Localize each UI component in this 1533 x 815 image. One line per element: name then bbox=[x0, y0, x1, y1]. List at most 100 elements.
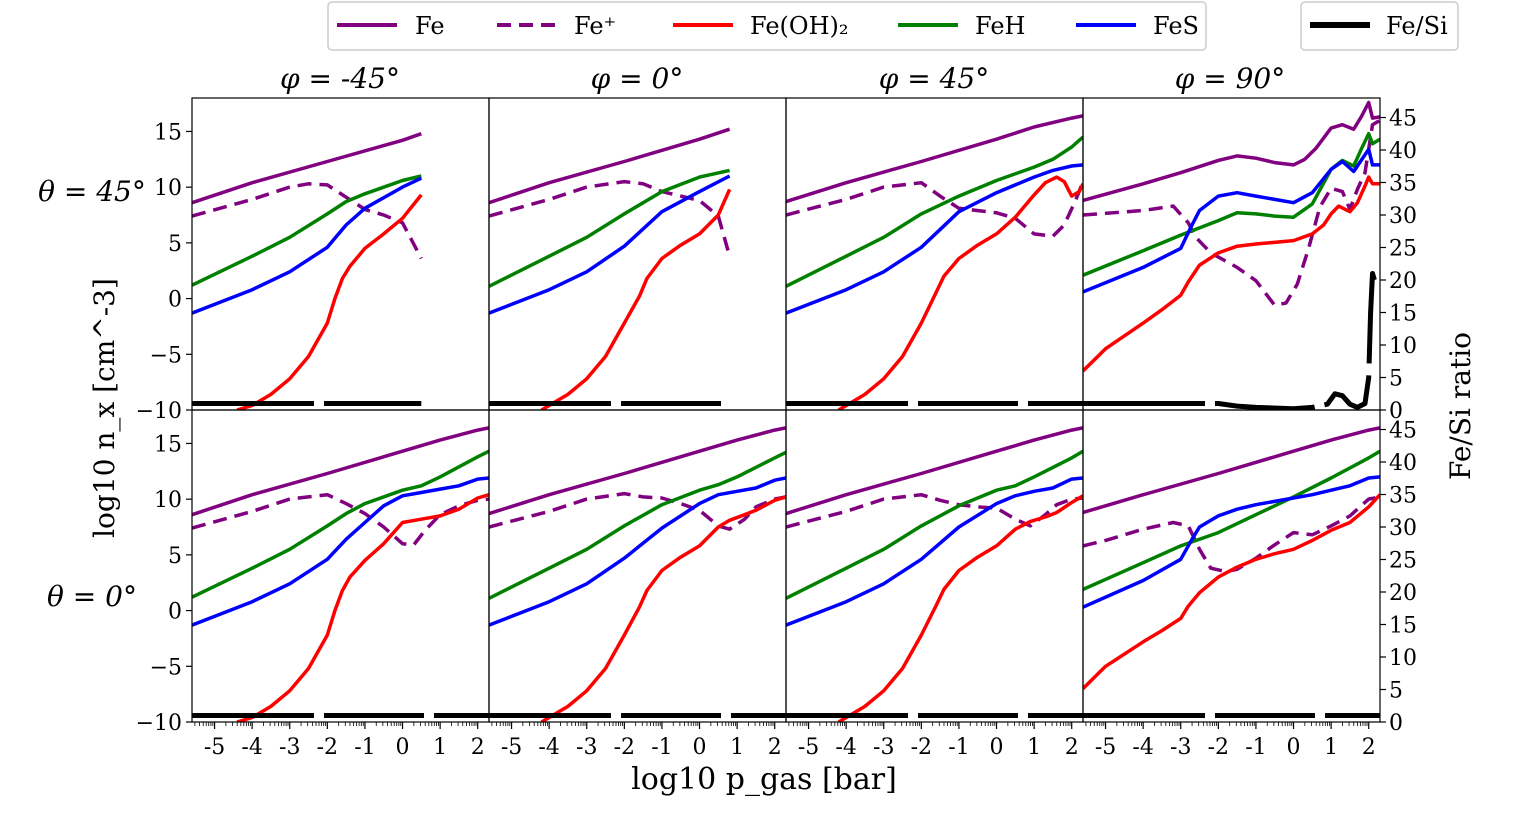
series-line-feh bbox=[489, 450, 786, 600]
series-line-fes bbox=[1083, 147, 1380, 294]
x-tick-label: 1 bbox=[1324, 735, 1338, 760]
x-tick-label: -2 bbox=[1208, 735, 1229, 760]
panel-lines bbox=[786, 426, 1083, 722]
x-axis-label: log10 p_gas [bar] bbox=[631, 762, 897, 797]
y-right-tick-label: 35 bbox=[1389, 172, 1417, 197]
y-tick-label: 15 bbox=[154, 120, 182, 145]
series-line-fes bbox=[489, 174, 731, 315]
y-right-tick-label: 10 bbox=[1389, 334, 1417, 359]
series-line-fe bbox=[192, 132, 422, 205]
x-tick-label: -1 bbox=[1245, 735, 1266, 760]
series-line-fe-plus bbox=[786, 180, 1083, 238]
series-line-fe bbox=[786, 426, 1083, 516]
col-title-phi-0: φ = 0° bbox=[591, 62, 684, 95]
series-line-feoh2 bbox=[236, 493, 489, 722]
panel-frame bbox=[785, 97, 1084, 411]
x-tick-label: -4 bbox=[835, 735, 856, 760]
panel-lines bbox=[489, 127, 732, 410]
legend-label-feoh2: Fe(OH)₂ bbox=[750, 12, 849, 40]
series-line-feh bbox=[192, 449, 489, 599]
x-tick-label: -1 bbox=[354, 735, 375, 760]
x-tick-label: -1 bbox=[948, 735, 969, 760]
y-right-tick-label: 30 bbox=[1389, 516, 1417, 541]
y-axis-label: log10 n_x [cm^-3] bbox=[88, 278, 121, 538]
x-tick-label: -3 bbox=[576, 735, 597, 760]
panel-r1-c1: -5 -4 -3 -2 -1 0 1 2 bbox=[488, 409, 787, 760]
y-tick-label: 5 bbox=[168, 232, 182, 257]
x-tick-label: 0 bbox=[1287, 735, 1301, 760]
y-right-tick-label: 45 bbox=[1389, 419, 1417, 444]
x-tick-label: -5 bbox=[501, 735, 522, 760]
legend-right-frame bbox=[1300, 1, 1459, 51]
x-tick-label: 2 bbox=[768, 735, 782, 760]
panel-r0-c0: 15 10 5 0 −5 −10 bbox=[136, 97, 490, 424]
series-line-fes bbox=[489, 476, 786, 627]
series-line-feh bbox=[489, 168, 730, 288]
y-right-tick-label: 0 bbox=[1389, 399, 1403, 424]
y-tick-label: 0 bbox=[168, 288, 182, 313]
y-right-tick-label: 15 bbox=[1389, 302, 1417, 327]
x-tick-label: -3 bbox=[279, 735, 300, 760]
panel-lines bbox=[192, 132, 423, 410]
y-right-tick-label: 15 bbox=[1389, 614, 1417, 639]
panel-frame bbox=[191, 409, 490, 723]
y-tick-label: 0 bbox=[168, 600, 182, 625]
x-tick-label: -5 bbox=[1095, 735, 1116, 760]
series-line-fe-plus bbox=[192, 492, 489, 547]
y-tick-label: 5 bbox=[168, 544, 182, 569]
y-axis-label-right: Fe/Si ratio bbox=[1444, 332, 1477, 480]
panel-r0-c1 bbox=[488, 97, 787, 411]
series-line-feoh2 bbox=[837, 494, 1083, 722]
panel-frame bbox=[488, 409, 787, 723]
x-tick-label: -4 bbox=[241, 735, 262, 760]
y-tick-label: −10 bbox=[136, 399, 182, 424]
x-tick-label: -2 bbox=[317, 735, 338, 760]
x-tick-label: 1 bbox=[730, 735, 744, 760]
series-line-fe bbox=[1083, 426, 1380, 515]
panel-lines bbox=[1083, 426, 1380, 718]
x-tick-label: -4 bbox=[538, 735, 559, 760]
series-line-fe bbox=[489, 127, 731, 205]
y-right-tick-label: 25 bbox=[1389, 549, 1417, 574]
y-right-tick-label: 45 bbox=[1389, 107, 1417, 132]
col-title-phi-45: φ = 45° bbox=[879, 62, 990, 95]
x-tick-label: 0 bbox=[396, 735, 410, 760]
series-line-fe-plus bbox=[489, 491, 786, 531]
panel-r0-c2 bbox=[785, 97, 1084, 411]
legend-label-fes: FeS bbox=[1153, 12, 1199, 40]
y-right-tick-label: 5 bbox=[1389, 679, 1403, 704]
series-line-fes bbox=[786, 476, 1083, 627]
y-tick-label: 10 bbox=[154, 176, 182, 201]
panel-frame bbox=[1082, 97, 1381, 411]
panels-layer: 151050−5−10454035302520151050151050−5−10… bbox=[136, 97, 1417, 760]
series-line-fes bbox=[192, 476, 489, 627]
x-tick-label: -5 bbox=[204, 735, 225, 760]
x-tick-label: -4 bbox=[1132, 735, 1153, 760]
x-tick-label: -5 bbox=[798, 735, 819, 760]
series-line-fesi bbox=[1083, 271, 1377, 410]
y-right-tick-label: 10 bbox=[1389, 646, 1417, 671]
series-line-feoh2 bbox=[540, 495, 786, 722]
panel-lines bbox=[786, 114, 1083, 410]
series-line-fes bbox=[192, 176, 423, 315]
series-line-fe-plus bbox=[1083, 495, 1380, 574]
panel-lines bbox=[1083, 100, 1380, 410]
y-right-tick-label: 0 bbox=[1389, 711, 1403, 736]
series-line-feh bbox=[1083, 449, 1380, 591]
row-title-theta-0: θ = 0° bbox=[47, 580, 137, 613]
y-right-tick-label: 30 bbox=[1389, 204, 1417, 229]
x-tick-label: 0 bbox=[693, 735, 707, 760]
series-line-fe bbox=[192, 426, 489, 517]
y-right-tick-label: 40 bbox=[1389, 451, 1417, 476]
series-line-feoh2 bbox=[1083, 493, 1380, 690]
y-tick-label: −5 bbox=[150, 343, 182, 368]
legend-label-fe: Fe bbox=[415, 12, 445, 40]
series-line-fes bbox=[786, 163, 1083, 315]
series-line-fe bbox=[786, 114, 1083, 204]
y-right-tick-label: 20 bbox=[1389, 269, 1417, 294]
panel-r1-c2: -5 -4 -3 -2 -1 0 1 2 bbox=[785, 409, 1084, 760]
